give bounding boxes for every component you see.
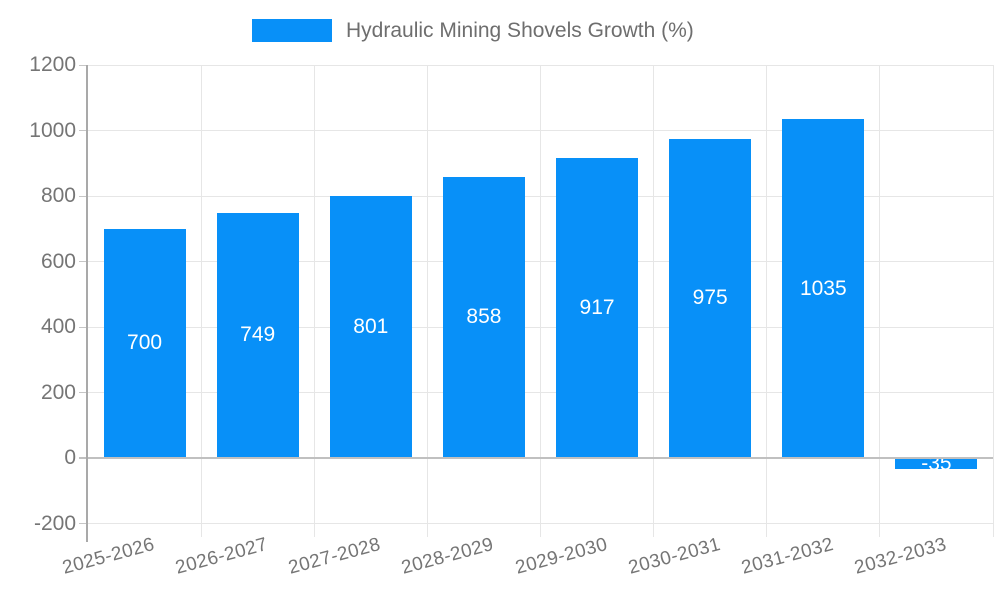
h-gridline: [88, 523, 993, 524]
x-tick-label: 2032-2033: [852, 534, 949, 579]
bar: 700: [103, 228, 186, 458]
bar-value-label: 975: [692, 286, 728, 310]
bar: 858: [442, 177, 525, 458]
bar-value-label: 749: [240, 323, 276, 347]
bar-value-label: -35: [921, 458, 951, 469]
y-tick-label: 200: [40, 380, 76, 404]
legend-label: Hydraulic Mining Shovels Growth (%): [346, 19, 694, 42]
x-tick-label: 2026-2027: [173, 534, 271, 579]
bar-value-label: 801: [353, 314, 389, 338]
legend[interactable]: Hydraulic Mining Shovels Growth (%): [252, 19, 694, 42]
y-tick-label: 1200: [29, 53, 76, 76]
bar-value-label: 1035: [799, 276, 847, 300]
v-gridline: [200, 65, 202, 537]
y-tick-mark: [79, 261, 88, 262]
y-tick-label: 400: [40, 315, 76, 338]
x-tick-label: 2028-2029: [399, 534, 497, 579]
y-tick-mark: [79, 523, 88, 524]
bar-value-label: 700: [127, 331, 163, 355]
y-tick-label: 0: [64, 446, 76, 469]
v-gridline: [313, 65, 315, 537]
y-tick-mark: [79, 326, 88, 328]
bar: 749: [216, 212, 299, 458]
y-tick-label: -200: [33, 511, 76, 535]
legend-swatch: [252, 19, 332, 42]
bar: 801: [329, 195, 412, 458]
v-gridline: [426, 65, 428, 537]
bar-value-label: 917: [579, 295, 615, 319]
y-tick-mark: [79, 195, 88, 197]
y-tick-label: 600: [40, 249, 76, 273]
v-gridline: [653, 65, 655, 537]
x-tick-label: 2030-2031: [625, 534, 723, 579]
v-gridline: [879, 65, 881, 537]
x-tick-label: 2031-2032: [739, 534, 836, 579]
bar: 917: [556, 157, 639, 458]
y-tick-label: 800: [40, 184, 76, 207]
x-tick-label: 2025-2026: [60, 534, 157, 579]
y-tick-mark: [79, 64, 88, 66]
v-gridline: [766, 65, 768, 537]
bar: -35: [895, 458, 978, 470]
y-axis-line: [86, 65, 88, 542]
x-tick-label: 2029-2030: [512, 534, 610, 579]
bar-value-label: 858: [466, 305, 502, 329]
v-gridline: [992, 65, 994, 537]
bar: 975: [669, 138, 752, 458]
h-gridline: [88, 64, 993, 66]
y-tick-label: 1000: [29, 118, 76, 142]
y-tick-mark: [79, 392, 88, 393]
y-tick-mark: [79, 130, 88, 131]
bar: 1035: [782, 119, 865, 458]
x-tick-label: 2027-2028: [286, 534, 384, 579]
v-gridline: [540, 65, 541, 537]
